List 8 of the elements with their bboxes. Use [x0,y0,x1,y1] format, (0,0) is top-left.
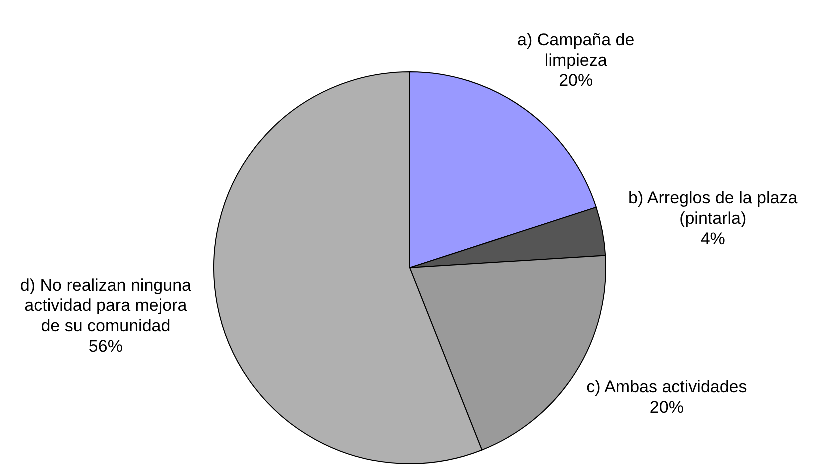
data-label: 4% [700,229,726,248]
slice-label: d) No realizan ninguna actividad para mejora de su comunidad [20,276,192,336]
data-label: 56% [88,337,123,356]
data-label: 20% [559,71,594,90]
slice-label: b) Arreglos de la plaza (pintarla) [628,188,798,228]
slice-label: a) Campaña de limpieza [518,30,635,70]
data-label: 20% [650,398,684,417]
slice-label: c) Ambas actividades [586,378,748,397]
